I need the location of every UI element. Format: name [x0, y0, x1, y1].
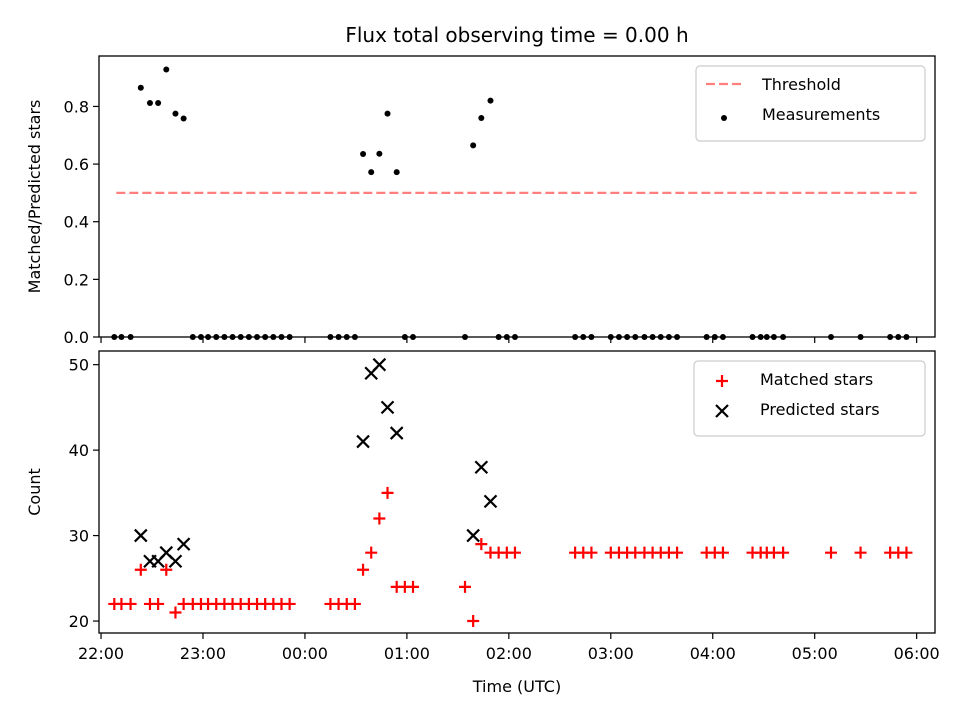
x-tick-label: 05:00 [792, 644, 838, 663]
matched-star-point [134, 563, 147, 576]
measurement-point [470, 142, 477, 149]
x-tick-label: 22:00 [78, 644, 124, 663]
legend: Threshold Measurements [695, 65, 926, 142]
bottom-panel: 20 30 40 50 22:00 23:00 00:00 01:00 02:00 03:00 04… [25, 350, 940, 696]
y-tick-label: 0.6 [64, 155, 89, 174]
y-tick-label: 20 [69, 612, 89, 631]
measurement-point [384, 110, 391, 117]
matched-star-point [152, 597, 165, 610]
matched-star-point [585, 546, 598, 559]
predicted-star-point [372, 357, 387, 372]
y-tick-label: 30 [69, 527, 89, 546]
predicted-star-point [380, 400, 395, 415]
y-tick-label: 0.8 [64, 97, 89, 116]
legend-label: Predicted stars [760, 400, 880, 419]
legend-label: Measurements [762, 105, 880, 124]
plot-frame [98, 55, 936, 338]
legend-measurement-swatch [721, 115, 727, 121]
measurement-point [146, 99, 153, 106]
legend-label: Matched stars [760, 370, 873, 389]
measurement-point [376, 150, 383, 157]
measurement-point [180, 115, 187, 122]
x-tick-label: 01:00 [384, 644, 430, 663]
matched-star-point [373, 512, 386, 525]
matched-star-point [169, 606, 182, 619]
measurement-point [478, 114, 485, 121]
y-axis-label: Count [25, 468, 44, 516]
matched-star-point [459, 580, 472, 593]
x-tick-label: 00:00 [282, 644, 328, 663]
predicted-star-point [168, 554, 183, 568]
measurement-point [360, 150, 367, 157]
x-tick-label: 04:00 [690, 644, 736, 663]
matched-star-point [825, 546, 838, 559]
predicted-star-point [389, 426, 404, 440]
y-tick-label: 40 [69, 441, 89, 460]
matched-star-point [348, 597, 361, 610]
matched-star-point [357, 563, 370, 576]
matched-star-point [407, 580, 420, 593]
measurement-point [393, 169, 400, 176]
x-tick-label: 06:00 [894, 644, 940, 663]
measurement-point [137, 84, 144, 91]
measurement-point [368, 169, 375, 176]
legend: Matched stars Predicted stars [693, 360, 926, 437]
x-axis-label: Time (UTC) [472, 677, 561, 696]
top-panel: Flux total observing time = 0.00 h 0.0 0.2… [25, 23, 936, 347]
y-tick-label: 0.4 [64, 213, 89, 232]
measurement-point [163, 66, 170, 73]
legend-matched-swatch [716, 375, 728, 387]
y-axis-label: Matched/Predicted stars [25, 100, 44, 294]
matched-star-point [854, 546, 867, 559]
measurement-point [487, 97, 494, 104]
y-tick-label: 0.2 [64, 270, 89, 289]
x-tick-label: 03:00 [588, 644, 634, 663]
legend-box [693, 360, 926, 437]
predicted-star-point [176, 537, 191, 551]
predicted-star-point [474, 460, 489, 474]
plot-frame [98, 350, 936, 634]
matched-star-point [365, 546, 378, 559]
predicted-star-point [483, 494, 498, 509]
measurement-point [172, 110, 179, 117]
legend-label: Threshold [761, 75, 841, 94]
matched-star-point [467, 615, 480, 628]
predicted-star-point [356, 434, 370, 449]
measurement-point [155, 99, 162, 106]
legend-box [695, 65, 926, 142]
matched-star-point [671, 546, 684, 559]
matched-star-point [716, 546, 729, 559]
matched-star-point [777, 546, 790, 559]
legend-predicted-swatch [715, 404, 729, 418]
x-tick-label: 23:00 [180, 644, 226, 663]
matched-star-point [475, 538, 488, 551]
matched-star-point [381, 486, 394, 499]
matched-star-point [160, 563, 173, 576]
chart-title: Flux total observing time = 0.00 h [345, 23, 688, 47]
matched-star-point [283, 597, 296, 610]
y-tick-label: 50 [69, 356, 89, 375]
matched-star-point [508, 546, 521, 559]
x-tick-label: 02:00 [486, 644, 532, 663]
predicted-star-point [134, 528, 148, 543]
matched-star-point [900, 546, 913, 559]
predicted-star-point [466, 528, 480, 543]
y-tick-label: 0.0 [64, 328, 89, 347]
matched-star-point [124, 597, 137, 610]
